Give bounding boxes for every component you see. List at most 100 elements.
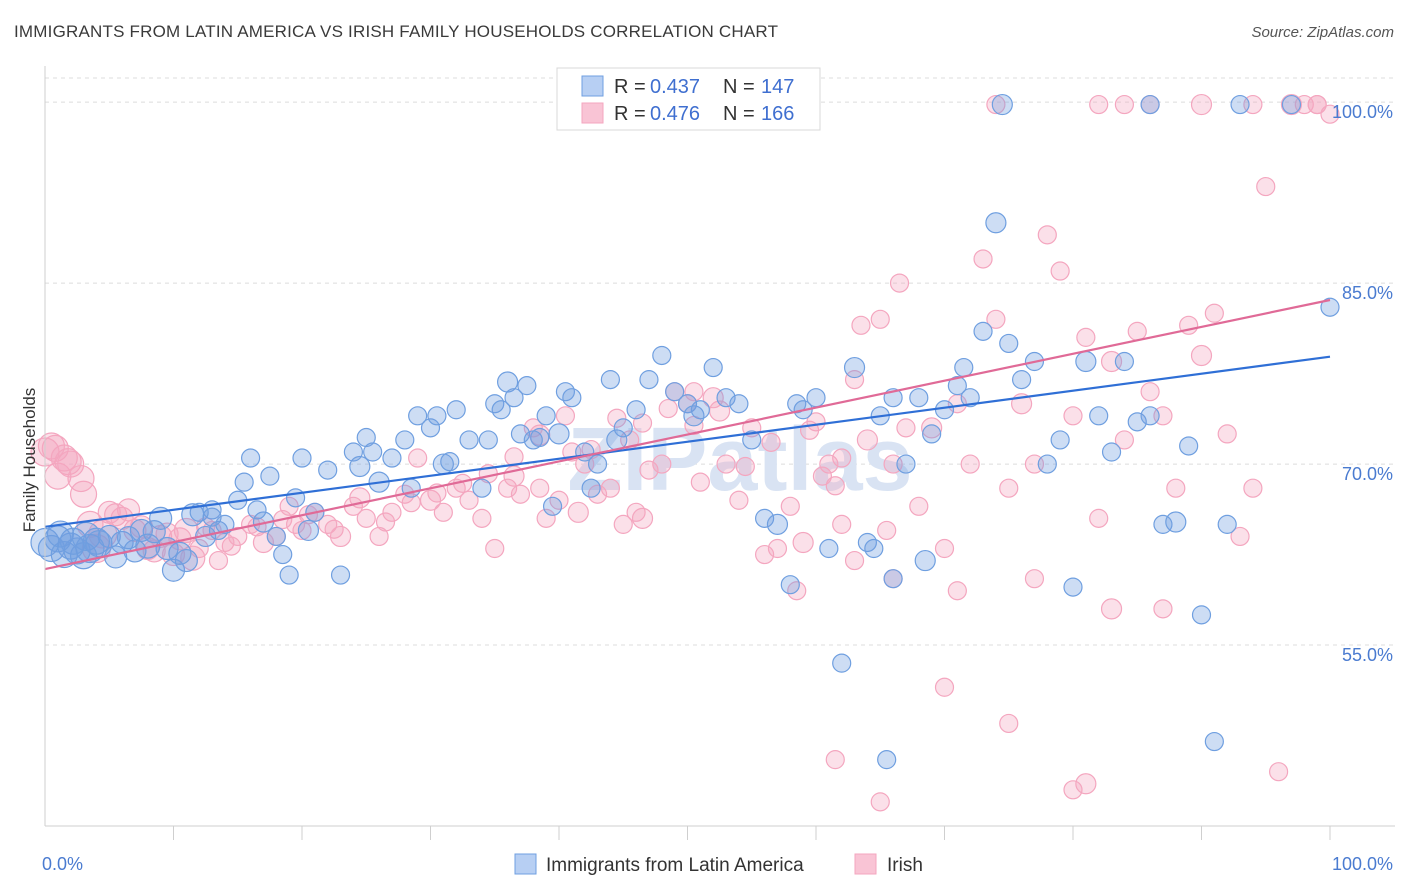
latin-america-point [202, 507, 222, 527]
latin-america-point [266, 526, 286, 547]
latin-america-point [1165, 511, 1187, 533]
irish-point [1320, 104, 1340, 124]
latin-america-point [1140, 406, 1160, 426]
y-axis-title: Family Households [20, 388, 39, 533]
latin-america-point [1217, 514, 1237, 534]
legend-n-label-blue: N = [723, 76, 755, 98]
latin-america-point [600, 370, 621, 390]
latin-america-point [1179, 436, 1199, 456]
latin-america-point [408, 406, 428, 426]
latin-america-point [1101, 442, 1122, 462]
latin-america-point [292, 448, 312, 468]
latin-america-point [999, 333, 1019, 354]
irish-point [1075, 773, 1097, 795]
legend-r-label-blue: R = [614, 76, 646, 98]
irish-point [729, 490, 749, 510]
latin-america-point [241, 448, 261, 468]
irish-point [382, 502, 402, 522]
latin-america-point [1230, 94, 1250, 115]
latin-america-point [1011, 370, 1032, 390]
irish-point [104, 503, 128, 527]
irish-point [626, 502, 646, 522]
irish-point [856, 429, 879, 451]
latin-america-point [548, 423, 570, 445]
irish-point [735, 456, 755, 477]
latin-america-point [349, 455, 371, 478]
latin-america-point [922, 424, 942, 444]
irish-point [1307, 94, 1327, 115]
irish-point [375, 512, 396, 532]
irish-point [1100, 598, 1123, 620]
latin-america-point [639, 370, 659, 390]
x-tick-label-min: 0.0% [42, 854, 83, 874]
latin-america-point [703, 357, 723, 378]
y-tick-label: 100.0% [1332, 102, 1393, 122]
latin-america-point [530, 427, 550, 448]
latin-america-points [30, 93, 1340, 770]
latin-america-point [581, 478, 601, 498]
latin-america-point [174, 548, 198, 573]
latin-america-point [1153, 514, 1173, 534]
irish-point [607, 408, 627, 428]
latin-america-point [382, 448, 402, 468]
irish-point [832, 448, 852, 468]
irish-point [1217, 424, 1237, 444]
latin-america-point [142, 520, 166, 544]
latin-america-point [909, 388, 929, 408]
latin-america-point [478, 430, 498, 450]
latin-america-point [420, 418, 441, 438]
latin-america-point [168, 541, 192, 565]
latin-america-point [954, 357, 974, 378]
latin-america-point [459, 430, 479, 450]
latin-america-point [960, 388, 980, 408]
latin-america-point [542, 496, 563, 516]
irish-point [567, 501, 589, 523]
latin-america-point [864, 538, 884, 559]
irish-point [825, 750, 845, 770]
irish-point [1050, 261, 1070, 281]
irish-point [934, 677, 955, 697]
irish-point [844, 550, 865, 571]
irish-point [1127, 321, 1147, 341]
latin-america-point [843, 356, 866, 379]
irish-points [30, 93, 1340, 812]
latin-america-point [766, 513, 789, 535]
irish-point [1166, 478, 1186, 498]
latin-america-point [440, 452, 460, 472]
latin-america-point [934, 400, 955, 420]
irish-point [1024, 569, 1045, 589]
legend-swatch-blue [581, 75, 604, 97]
irish-trend-line [44, 298, 1331, 571]
latin-america-point [116, 526, 141, 550]
latin-america-point [395, 430, 415, 450]
latin-america-point [517, 376, 537, 396]
irish-point [844, 370, 865, 390]
latin-america-point [587, 454, 608, 474]
irish-point [986, 94, 1006, 115]
irish-point [1089, 508, 1109, 528]
irish-point [631, 507, 654, 529]
irish-point [825, 476, 845, 496]
irish-point [999, 478, 1019, 498]
y-tick-label: 85.0% [1342, 283, 1393, 303]
bottom-legend-swatch-pink [854, 853, 877, 875]
irish-point [1190, 344, 1213, 367]
irish-point [613, 514, 633, 534]
irish-point [832, 514, 852, 534]
irish-point [909, 496, 929, 516]
irish-point [472, 508, 492, 528]
legend-n-value-blue: 147 [761, 76, 794, 98]
irish-point [408, 448, 428, 468]
latin-america-point [613, 418, 633, 438]
latin-america-point [883, 569, 903, 589]
irish-point [652, 454, 672, 474]
y-tick-label: 55.0% [1342, 645, 1393, 665]
latin-america-point [1320, 297, 1340, 317]
latin-america-point [819, 538, 839, 559]
irish-point [716, 454, 736, 474]
legend-swatch-pink [581, 102, 604, 124]
latin-america-point [665, 382, 685, 402]
legend-r-label-pink: R = [614, 103, 646, 125]
watermark: ZIPatlas [567, 410, 912, 510]
top-legend: R = 0.437 N = 147 R = 0.476 N = 166 [556, 67, 821, 131]
